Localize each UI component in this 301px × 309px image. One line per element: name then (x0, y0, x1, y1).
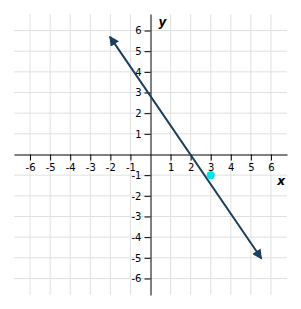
tick-mark (171, 155, 172, 161)
tick: 6 (135, 25, 150, 36)
tick-mark (145, 258, 151, 259)
tick-mark (145, 196, 151, 197)
tick-label: -2 (132, 191, 142, 202)
tick-mark (145, 216, 151, 217)
tick: 6 (268, 155, 274, 173)
tick-label: -6 (26, 162, 36, 173)
tick: 5 (248, 155, 254, 173)
tick-mark (251, 155, 252, 161)
tick-label: 5 (135, 46, 141, 57)
tick-label: 3 (135, 87, 141, 98)
tick: -1 (132, 170, 151, 181)
tick-label: 1 (168, 162, 174, 173)
tick-label: -5 (132, 253, 142, 264)
tick-mark (271, 155, 272, 161)
tick-label: 6 (268, 162, 274, 173)
tick: -6 (26, 155, 36, 173)
tick-mark (145, 113, 151, 114)
tick-label: 4 (228, 162, 234, 173)
line (110, 37, 261, 257)
tick: -4 (66, 155, 76, 173)
tick-label: 2 (135, 108, 141, 119)
x-axis-label: x (276, 174, 286, 188)
tick-label: -2 (106, 162, 116, 173)
tick: -5 (46, 155, 56, 173)
tick-mark (110, 155, 111, 161)
tick-label: -3 (86, 162, 96, 173)
tick-mark (50, 155, 51, 161)
tick: -2 (132, 191, 151, 202)
axis-line (151, 15, 152, 296)
tick-label: 1 (135, 129, 141, 140)
tick-label: 5 (248, 162, 254, 173)
tick-mark (145, 72, 151, 73)
tick-label: -5 (46, 162, 56, 173)
tick-label: -6 (132, 273, 142, 284)
plot-area: -6-5-4-3-2-1123456-6-5-4-3-2-1123456xy (14, 14, 288, 296)
tick: -2 (106, 155, 116, 173)
tick: 1 (168, 155, 174, 173)
tick-label: 2 (188, 162, 194, 173)
tick: 3 (208, 155, 214, 173)
tick-mark (145, 134, 151, 135)
marks (110, 37, 261, 257)
tick-label: -3 (132, 211, 142, 222)
tick: -3 (132, 211, 151, 222)
tick: -5 (132, 253, 151, 264)
tick-label: -1 (132, 170, 142, 181)
tick: -3 (86, 155, 96, 173)
y-axis: -6-5-4-3-2-1123456 (132, 15, 151, 296)
tick-mark (90, 155, 91, 161)
tick: -4 (132, 232, 151, 243)
tick: 1 (135, 129, 150, 140)
y-axis-label: y (159, 15, 168, 29)
tick: 5 (135, 46, 150, 57)
tick-mark (145, 31, 151, 32)
tick-mark (211, 155, 212, 161)
tick-mark (70, 155, 71, 161)
tick-mark (145, 175, 151, 176)
chart: -6-5-4-3-2-1123456-6-5-4-3-2-1123456xy (0, 0, 301, 309)
tick-mark (145, 51, 151, 52)
tick-mark (231, 155, 232, 161)
grid (14, 14, 287, 295)
point (207, 171, 215, 179)
tick-label: -4 (66, 162, 76, 173)
tick-mark (130, 155, 131, 161)
tick-label: 3 (208, 162, 214, 173)
tick-mark (145, 237, 151, 238)
tick-mark (145, 278, 151, 279)
tick-label: 6 (135, 25, 141, 36)
tick: 2 (135, 108, 150, 119)
tick-mark (30, 155, 31, 161)
tick: -6 (132, 273, 151, 284)
tick-label: -4 (132, 232, 142, 243)
tick: 4 (228, 155, 234, 173)
